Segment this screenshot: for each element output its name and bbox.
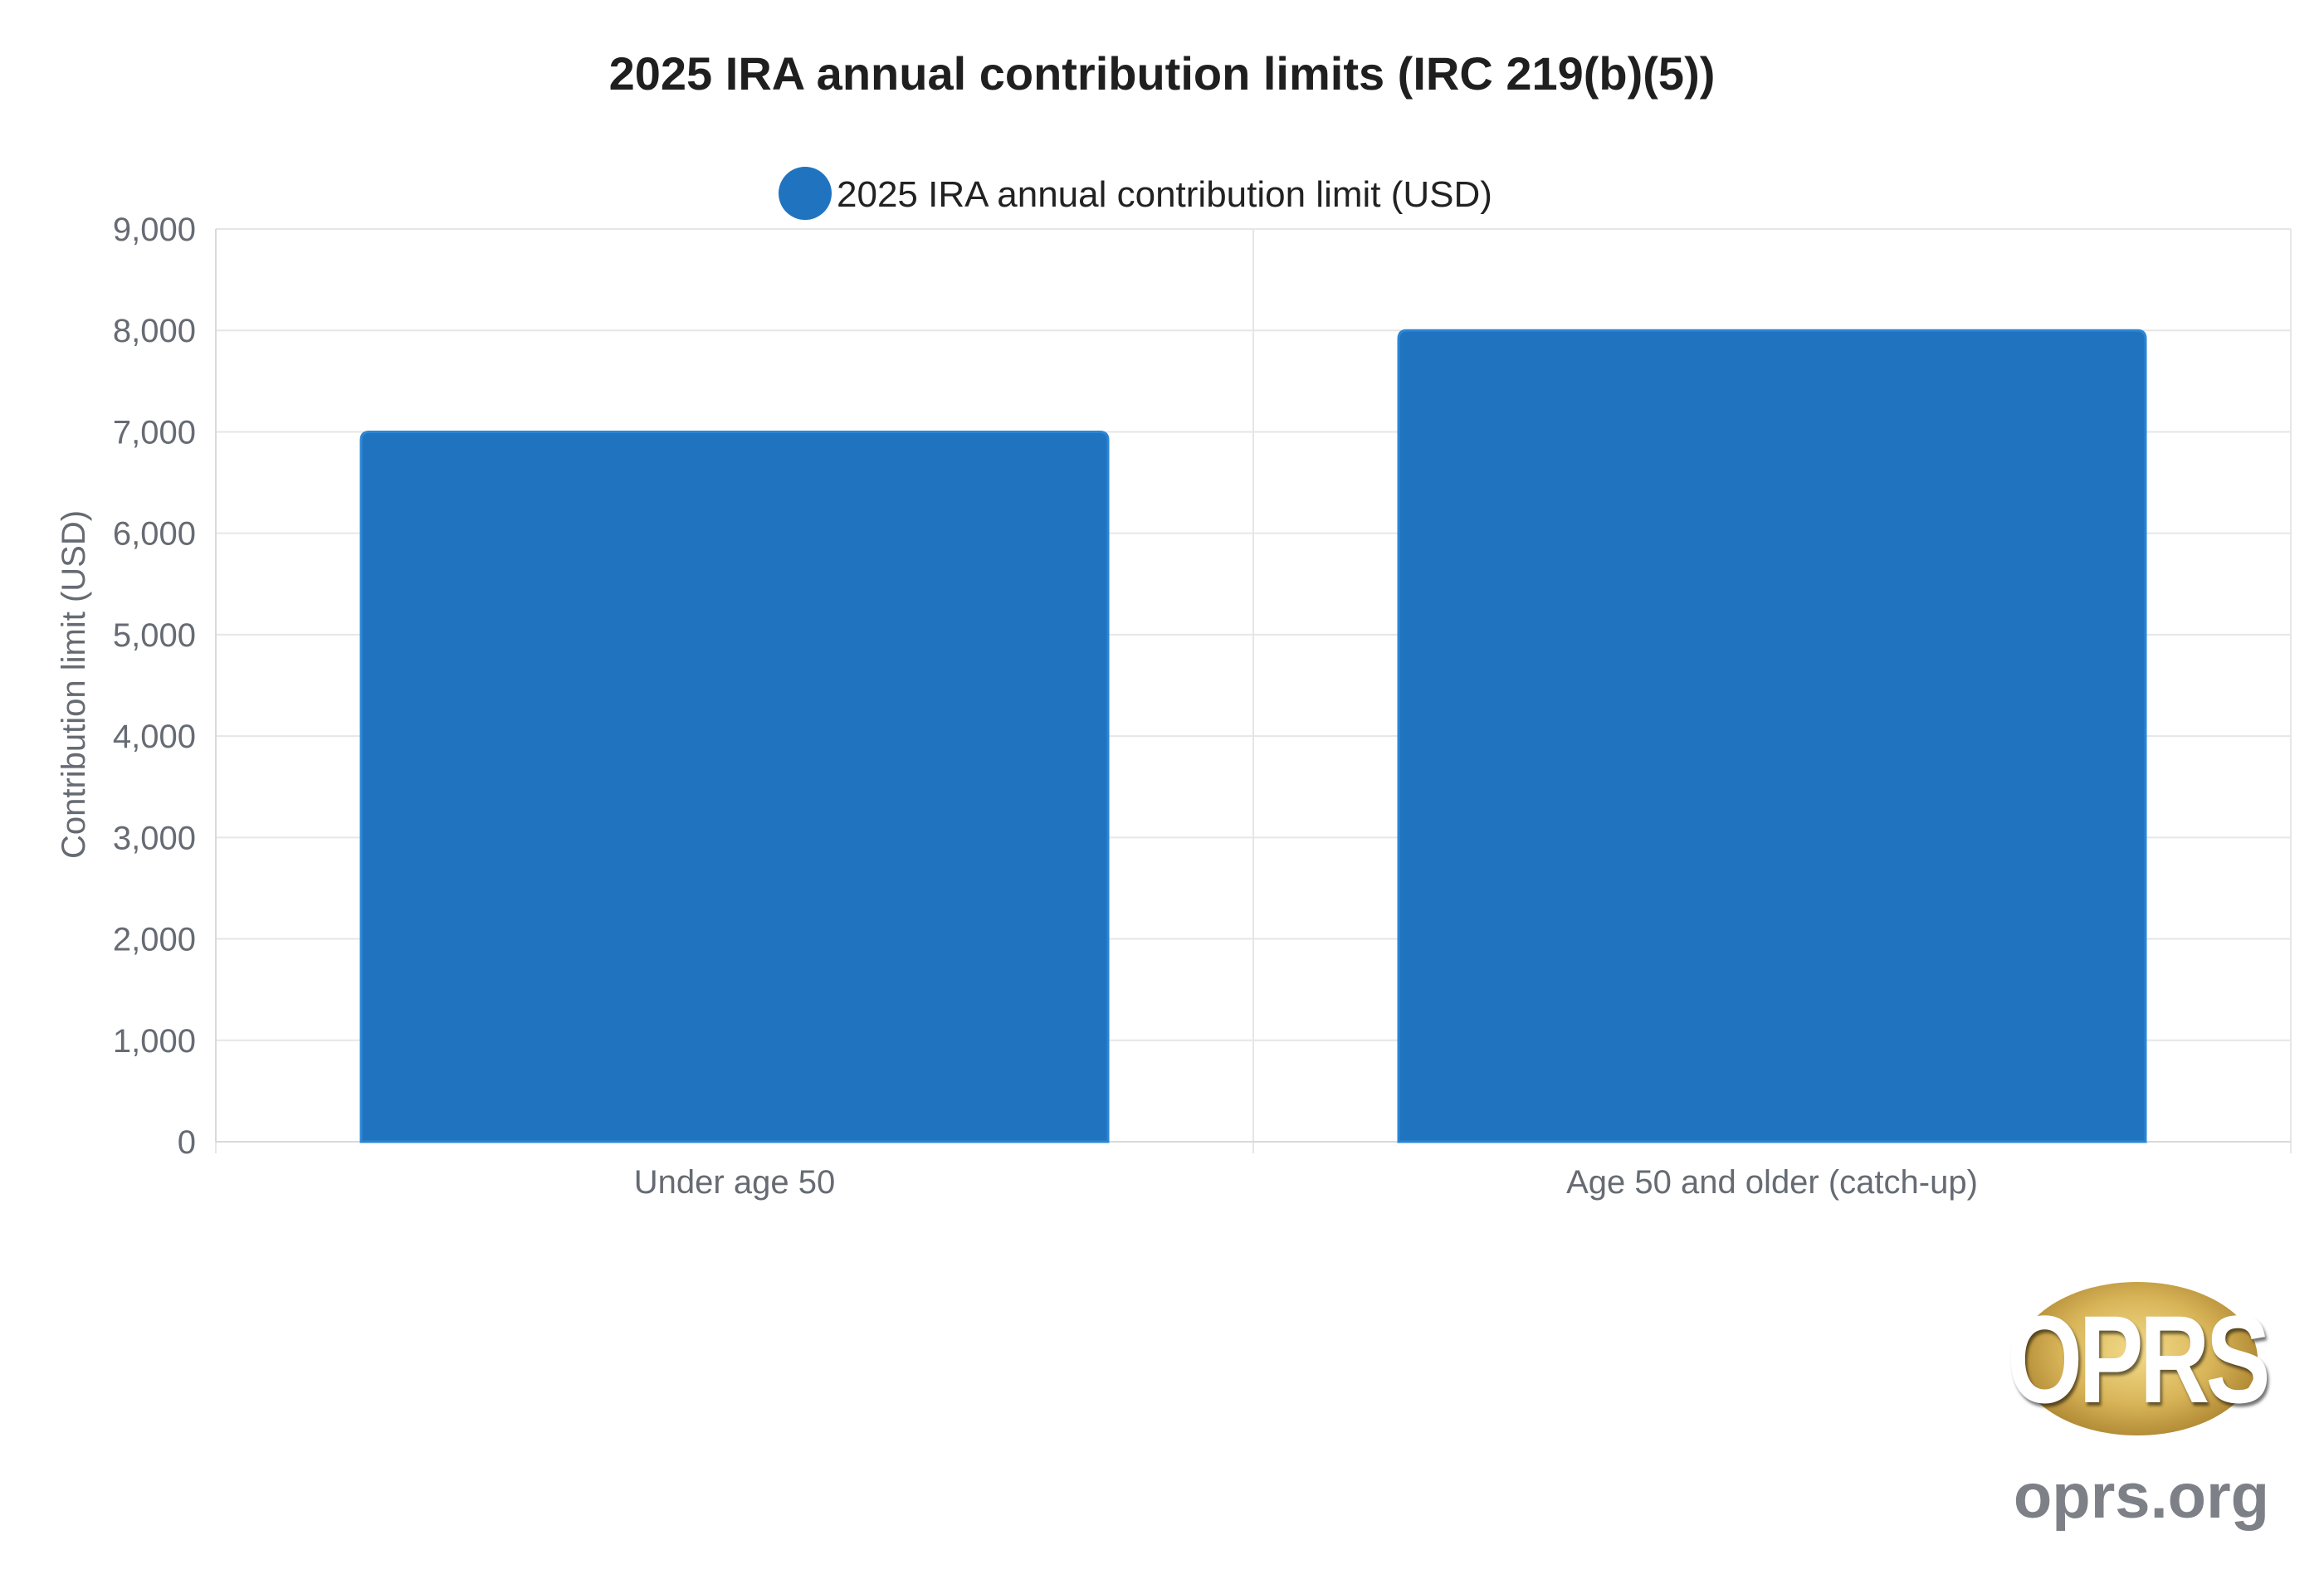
y-tick-label: 4,000 — [113, 719, 196, 755]
y-tick-label: 9,000 — [113, 212, 196, 248]
chart-title: 2025 IRA annual contribution limits (IRC… — [609, 47, 1716, 100]
y-tick-label: 0 — [178, 1124, 196, 1161]
tick-labels: 0 1,000 2,000 3,000 4,000 5,000 6,000 7,000 8,00… — [113, 212, 1978, 1201]
legend[interactable]: 2025 IRA annual contribution limit (USD) — [779, 167, 1492, 220]
legend-swatch-icon — [779, 167, 832, 220]
oprs-logo-text: OPRS — [2007, 1289, 2272, 1429]
y-tick-label: 2,000 — [113, 922, 196, 958]
legend-label: 2025 IRA annual contribution limit (USD) — [837, 174, 1492, 215]
bar[interactable] — [359, 430, 1110, 1143]
y-tick-label: 5,000 — [113, 617, 196, 654]
y-tick-label: 6,000 — [113, 516, 196, 553]
y-tick-label: 3,000 — [113, 820, 196, 856]
y-tick-label: 1,000 — [113, 1023, 196, 1060]
x-tick-label: Age 50 and older (catch-up) — [1566, 1164, 1978, 1201]
site-url: oprs.org — [2013, 1461, 2270, 1532]
y-tick-label: 8,000 — [113, 313, 196, 349]
x-tick-label: Under age 50 — [634, 1164, 835, 1201]
oprs-logo: OPRS — [2008, 1282, 2271, 1435]
y-tick-label: 7,000 — [113, 414, 196, 451]
bars — [359, 329, 2147, 1143]
y-axis-title: Contribution limit (USD) — [56, 510, 92, 859]
bar[interactable] — [1397, 329, 2147, 1143]
